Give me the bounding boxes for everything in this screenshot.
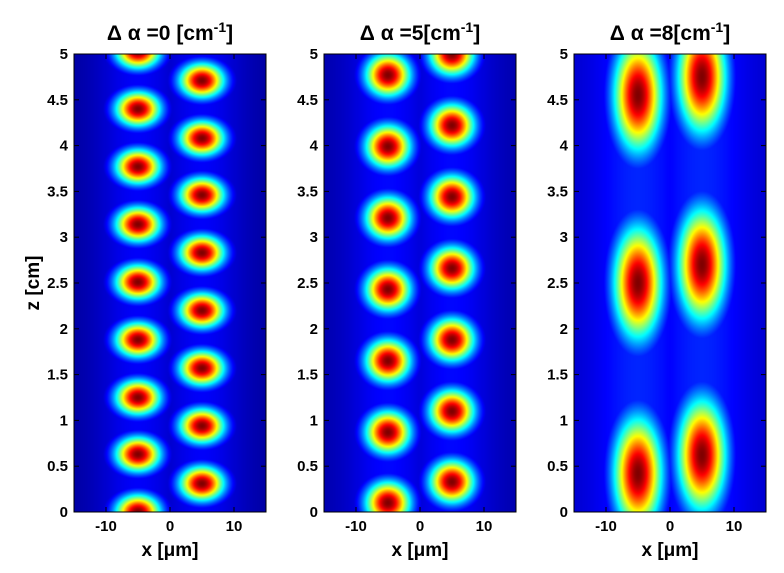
panel-2: 0 0.5 1 1.5 2 2.5 3 3.5 4 4.5 5 -10 0 10 x [μm] Δ α =5[… — [297, 19, 517, 561]
intensity-spot — [136, 49, 140, 53]
y-tick-label: 4 — [310, 138, 319, 155]
y-tick-label: 2 — [560, 321, 568, 338]
y-tick-label: 2.5 — [47, 275, 68, 292]
panel-title: Δ α =5[cm-1] — [360, 19, 480, 45]
x-tick-label: -10 — [345, 518, 367, 535]
y-tick-label: 1.5 — [547, 367, 568, 384]
y-tick-label: 5 — [310, 46, 318, 63]
y-tick-label: 3.5 — [47, 183, 68, 200]
y-tick-label: 3 — [60, 229, 68, 246]
heatmap-image — [74, 54, 266, 512]
y-tick-label: 5 — [60, 46, 68, 63]
y-tick-label: 4 — [60, 138, 69, 155]
y-axis-label: z [cm] — [23, 256, 44, 311]
y-tick-label: 4.5 — [47, 92, 68, 109]
y-tick-label: 1 — [560, 412, 568, 429]
y-tick-label: 3 — [560, 229, 568, 246]
panel-3: 0 0.5 1 1.5 2 2.5 3 3.5 4 4.5 5 -10 0 10 x [μm] Δ α =8[… — [547, 19, 767, 561]
heatmap-image — [324, 54, 516, 512]
y-tick-label: 4.5 — [297, 92, 318, 109]
y-tick-label: 1.5 — [47, 367, 68, 384]
y-tick-label: 0.5 — [47, 458, 68, 475]
y-tick-label: 0 — [310, 504, 318, 521]
y-tick-label: 2.5 — [297, 275, 318, 292]
y-tick-label: 2.5 — [547, 275, 568, 292]
x-tick-label: 10 — [226, 518, 243, 535]
y-tick-label: 3 — [310, 229, 318, 246]
x-tick-label: 10 — [726, 518, 743, 535]
panel-title: Δ α =0 [cm-1] — [107, 19, 233, 45]
y-tick-label: 3.5 — [547, 183, 568, 200]
y-tick-label: 1 — [60, 412, 68, 429]
x-tick-label: -10 — [595, 518, 617, 535]
y-tick-label: 4.5 — [547, 92, 568, 109]
y-tick-label: 0.5 — [547, 458, 568, 475]
x-axis-label: x [μm] — [141, 540, 198, 561]
panel-title: Δ α =8[cm-1] — [610, 19, 730, 45]
y-tick-label: 1.5 — [297, 367, 318, 384]
x-axis-label: x [μm] — [391, 540, 448, 561]
y-tick-label: 5 — [560, 46, 568, 63]
x-tick-label: 0 — [666, 518, 674, 535]
x-axis-label: x [μm] — [641, 540, 698, 561]
x-tick-label: 0 — [166, 518, 174, 535]
x-tick-label: 10 — [476, 518, 493, 535]
y-tick-label: 1 — [310, 412, 318, 429]
y-tick-label: 0 — [60, 504, 68, 521]
x-tick-label: 0 — [416, 518, 424, 535]
y-tick-label: 2 — [310, 321, 318, 338]
y-tick-label: 2 — [60, 321, 68, 338]
panel-1: 0 0.5 1 1.5 2 2.5 3 3.5 4 4.5 5 -10 0 10 x [μm] Δ α =0 … — [23, 19, 267, 561]
x-tick-label: -10 — [95, 518, 117, 535]
y-tick-label: 0 — [560, 504, 568, 521]
heatmap-image — [574, 54, 766, 512]
y-tick-label: 3.5 — [297, 183, 318, 200]
y-tick-label: 0.5 — [297, 458, 318, 475]
y-tick-label: 4 — [560, 138, 569, 155]
